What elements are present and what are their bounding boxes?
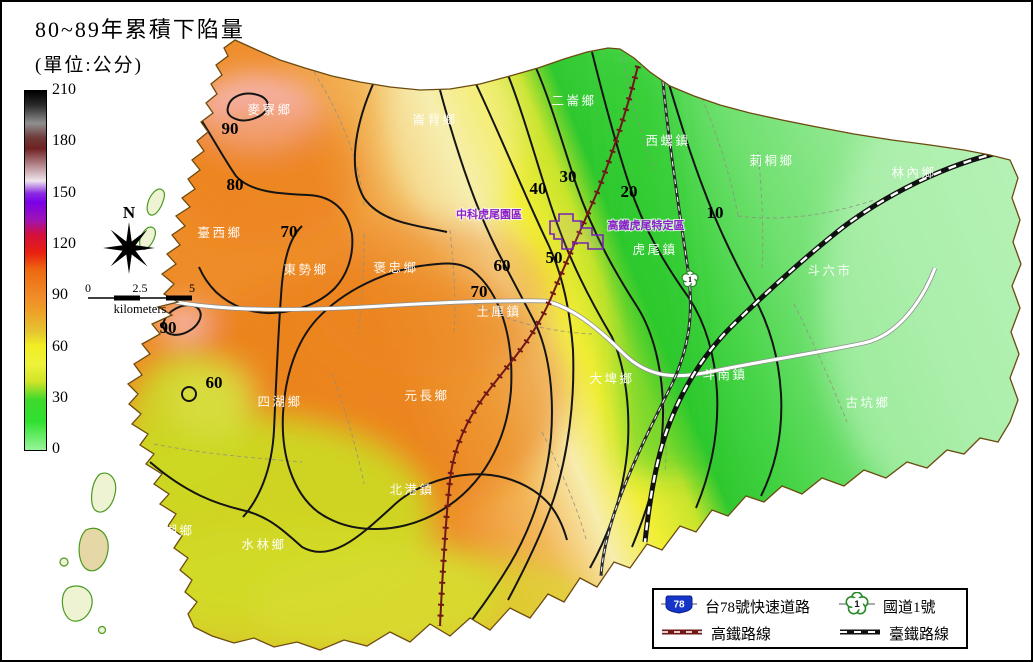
contour-value-label: 10	[707, 203, 724, 222]
contour-70-central-loop	[281, 262, 513, 530]
legend-label: 高鐵路線	[711, 626, 772, 643]
contour-90-taixi	[162, 304, 202, 336]
scale-tick-25: 2.5	[133, 281, 148, 295]
contour-value-label: 90	[160, 318, 177, 337]
colorbar-tick-label: 30	[52, 388, 68, 406]
town-label: 斗南鎮	[702, 367, 747, 382]
town-label: 二崙鄉	[551, 94, 596, 108]
contour-value-label: 80	[227, 175, 244, 194]
contour-80	[198, 117, 354, 315]
contour-small-southwest	[140, 582, 164, 600]
map-legend: 78 台78號快速道路 1 國道1號	[652, 588, 968, 649]
scale-unit-label: kilometers	[114, 302, 167, 316]
huwei-special-zone-outline	[549, 213, 604, 250]
expressway-78-shield-icon: 78	[660, 593, 698, 620]
color-scale-labels: 210 180 150 120 90 60 30 0	[52, 81, 96, 457]
legend-item-expressway-78: 78 台78號快速道路	[660, 593, 838, 620]
legend-item-tra-line: 臺鐵路線	[838, 623, 960, 644]
contour-value-label: 70	[281, 222, 298, 241]
scale-bar: 0 2.5 5 kilometers	[85, 281, 195, 316]
town-label: 北港鎮	[389, 482, 434, 497]
compass-star	[103, 222, 155, 274]
town-label: 水林鄉	[241, 538, 286, 552]
special-zone-label: 中科虎尾園區	[456, 207, 522, 221]
colorbar-tick-label: 150	[52, 183, 76, 201]
special-zone-label: 高鐵虎尾特定區	[608, 218, 685, 232]
map-unit-subtitle: (單位:公分)	[35, 55, 143, 76]
contour-value-label: 30	[560, 167, 577, 186]
town-label: 褒忠鄉	[373, 261, 418, 275]
legend-item-hsr-line: 高鐵路線	[660, 623, 838, 644]
contour-10	[667, 80, 783, 497]
town-label: 古坑鄉	[845, 395, 890, 410]
tra-line-icon	[838, 625, 882, 642]
town-label: 麥寮鄉	[247, 102, 292, 117]
contour-value-labels: 90 80 70 90 60 70 60 50 40 30 20 10	[160, 119, 724, 392]
scale-tick-5: 5	[189, 281, 195, 295]
town-label: 四湖鄉	[257, 394, 302, 409]
contour-60-south	[149, 461, 568, 553]
national-highway-1-shield-icon: 1	[838, 591, 876, 621]
subsidence-contours	[140, 51, 783, 621]
contour-value-label: 50	[546, 248, 563, 267]
town-label: 林內鄉	[891, 166, 936, 180]
county-outline	[126, 39, 1022, 651]
legend-label: 台78號快速道路	[705, 600, 811, 616]
town-label: 土庫鎮	[476, 304, 521, 319]
contour-60-sihu	[181, 386, 197, 402]
offshore-sandbars	[59, 188, 165, 635]
town-label: 西螺鎮	[645, 133, 690, 148]
contour-value-label: 60	[494, 256, 511, 275]
compass-north-label: N	[123, 203, 136, 222]
hsr-line-icon	[660, 625, 704, 642]
contour-value-label: 40	[530, 179, 547, 198]
tra-railway-route	[642, 149, 1003, 543]
town-label: 崙背鄉	[412, 113, 457, 127]
svg-text:78: 78	[673, 600, 685, 611]
town-label: 莿桐鄉	[749, 154, 794, 168]
national-highway-1-route	[599, 71, 692, 577]
town-label: 斗六市	[807, 263, 852, 278]
compass-rose: N	[103, 203, 155, 274]
subsidence-color-scale	[24, 90, 47, 451]
shield-route-number: 1	[688, 275, 692, 284]
contour-value-label: 20	[621, 182, 638, 201]
town-label: 臺西鄉	[197, 225, 242, 240]
svg-text:1: 1	[854, 599, 860, 610]
legend-item-national-highway-1: 1 國道1號	[838, 591, 960, 621]
contour-60	[439, 89, 553, 621]
scale-tick-0: 0	[85, 281, 91, 295]
colorbar-tick-label: 180	[52, 132, 76, 150]
contour-value-label: 70	[471, 282, 488, 301]
contour-70-north	[353, 81, 448, 233]
town-label: 元長鄉	[404, 389, 449, 403]
town-label: 大埤鄉	[589, 371, 634, 386]
contour-value-label: 60	[206, 373, 223, 392]
contour-90-mailiao	[226, 92, 269, 122]
national-highway-1-shield-marker: 1	[681, 270, 699, 288]
hsr-railway-route	[437, 65, 641, 627]
contour-50	[475, 83, 575, 601]
contour-70-west	[242, 225, 303, 518]
township-boundaries	[153, 53, 875, 543]
map-title: 80~89年累積下陷量	[35, 17, 245, 42]
colorbar-tick-label: 120	[52, 234, 76, 252]
contour-value-label: 90	[222, 119, 239, 138]
town-label: 東勢鄉	[283, 262, 328, 277]
colorbar-tick-label: 0	[52, 440, 60, 458]
colorbar-tick-label: 210	[52, 81, 76, 98]
legend-label: 臺鐵路線	[889, 626, 950, 643]
legend-label: 國道1號	[883, 600, 936, 616]
contour-40	[507, 74, 630, 569]
colorbar-tick-label: 60	[52, 337, 68, 355]
expressway-78-route	[164, 267, 938, 379]
colorbar-tick-label: 90	[52, 286, 68, 304]
town-label: 口湖鄉	[149, 523, 194, 538]
town-label: 虎尾鎮	[632, 242, 677, 257]
